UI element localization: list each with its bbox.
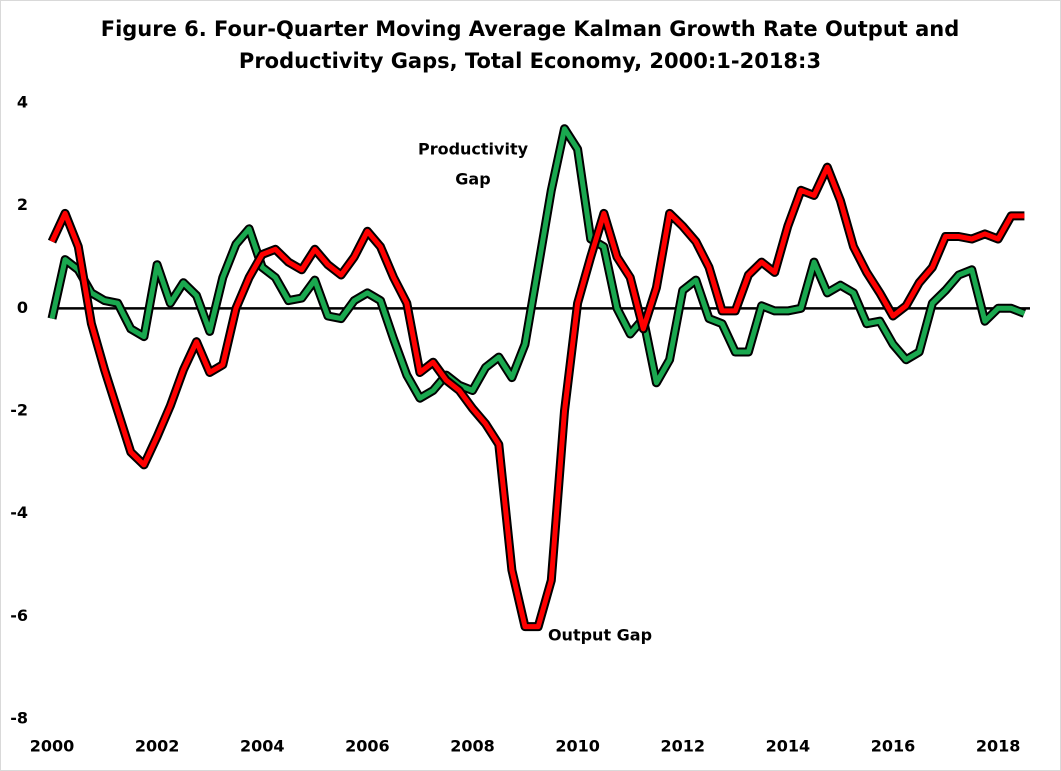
y-tick-label: 0	[17, 298, 28, 317]
x-tick-label: 2004	[240, 737, 285, 756]
line	[49, 164, 1025, 630]
x-tick-label: 2008	[450, 737, 495, 756]
x-tick-label: 2012	[660, 737, 705, 756]
x-tick-label: 2014	[766, 737, 811, 756]
x-tick-label: 2002	[135, 737, 180, 756]
line	[49, 126, 1026, 401]
annotation: Output Gap	[548, 626, 652, 645]
chart-title: Productivity Gaps, Total Economy, 2000:1…	[239, 49, 821, 73]
y-tick-label: 4	[17, 93, 28, 112]
x-tick-label: 2010	[555, 737, 600, 756]
y-tick-label: -4	[10, 503, 28, 522]
annotation: Productivity	[418, 140, 529, 159]
x-tick-label: 2006	[345, 737, 390, 756]
y-tick-label: -8	[10, 709, 28, 728]
x-tick-label: 2018	[976, 737, 1021, 756]
y-tick-label: -6	[10, 606, 28, 625]
chart-title: Figure 6. Four-Quarter Moving Average Ka…	[101, 17, 960, 41]
y-tick-label: 2	[17, 195, 28, 214]
x-tick-label: 2016	[871, 737, 916, 756]
annotation: Gap	[455, 170, 490, 189]
y-tick-label: -2	[10, 401, 28, 420]
x-tick-label: 2000	[30, 737, 75, 756]
